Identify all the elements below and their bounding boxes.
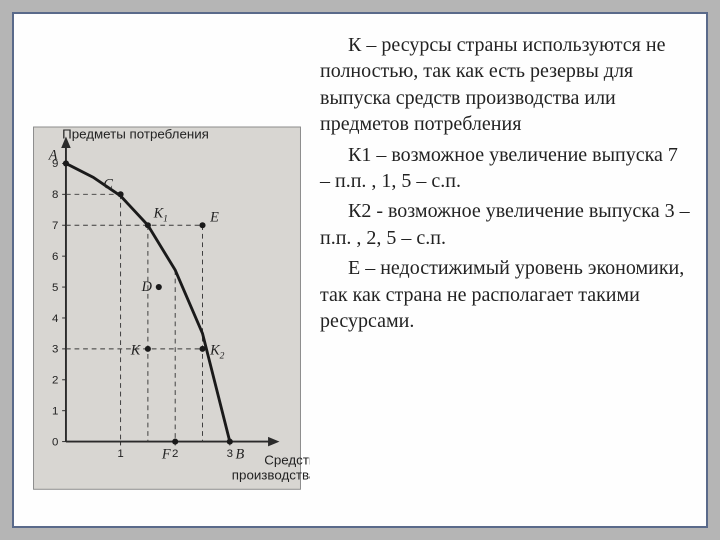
para-k2: К2 - возможное увеличение выпуска 3 – п.…: [320, 198, 692, 251]
svg-text:1: 1: [117, 448, 123, 460]
svg-text:K: K: [130, 343, 142, 359]
para-k1: К1 – возможное увеличение выпуска 7 – п.…: [320, 142, 692, 195]
svg-text:3: 3: [52, 344, 58, 356]
svg-text:C: C: [103, 177, 113, 193]
para-e: Е – недостижимый уровень экономики, так …: [320, 255, 692, 334]
explanation-text: К – ресурсы страны используются не полно…: [314, 14, 706, 526]
svg-text:7: 7: [52, 220, 58, 232]
svg-text:2: 2: [172, 448, 178, 460]
svg-text:E: E: [209, 209, 219, 225]
svg-text:D: D: [141, 279, 153, 295]
svg-text:4: 4: [52, 313, 59, 325]
svg-text:5: 5: [52, 282, 58, 294]
svg-text:0: 0: [52, 436, 58, 448]
svg-text:Предметы потребления: Предметы потребления: [62, 126, 209, 141]
svg-text:Средства: Средства: [264, 452, 310, 467]
svg-text:6: 6: [52, 251, 58, 263]
slide: Предметы потребления Средствапроизводства…: [12, 12, 708, 528]
svg-text:B: B: [236, 447, 245, 463]
svg-text:производства: производства: [232, 468, 310, 483]
para-k: К – ресурсы страны используются не полно…: [320, 32, 692, 138]
ppf-chart: Предметы потребления Средствапроизводства…: [24, 24, 310, 516]
svg-text:1: 1: [52, 406, 58, 418]
svg-text:2: 2: [52, 375, 58, 387]
svg-text:3: 3: [227, 448, 233, 460]
svg-text:A: A: [48, 148, 58, 164]
svg-text:F: F: [161, 447, 171, 463]
chart-container: Предметы потребления Средствапроизводства…: [14, 14, 314, 526]
svg-text:8: 8: [52, 189, 58, 201]
